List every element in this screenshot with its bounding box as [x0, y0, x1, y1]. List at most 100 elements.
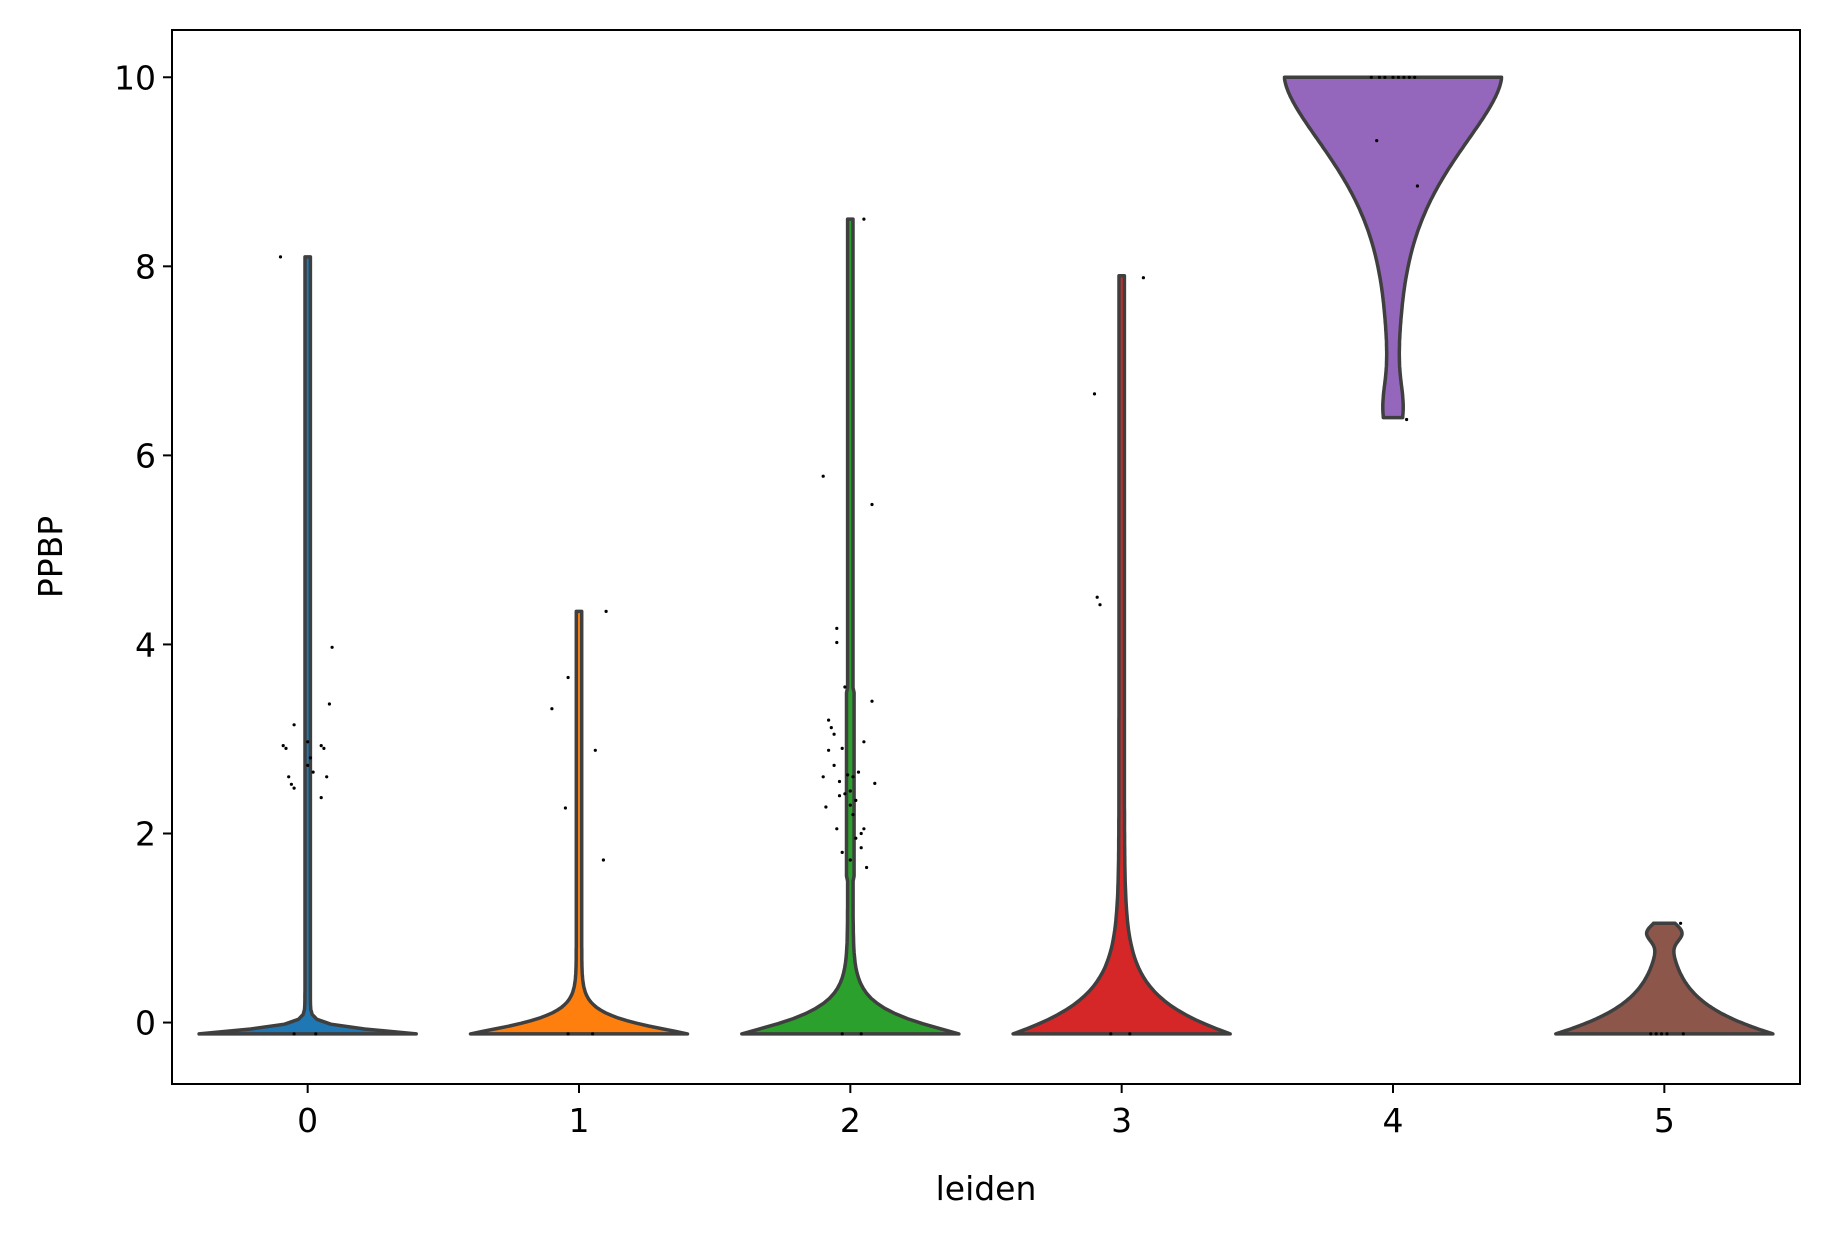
point-2-30 — [865, 865, 869, 870]
point-2-6 — [832, 763, 836, 768]
violin-2 — [740, 217, 961, 1036]
point-0-6 — [292, 723, 296, 727]
point-2-19 — [848, 858, 852, 862]
point-0-9 — [308, 756, 312, 760]
y-axis: 0 2 4 6 8 10 — [114, 58, 172, 1043]
point-2-22 — [851, 775, 855, 779]
point-2-18 — [848, 803, 852, 807]
y-tick-label-8: 8 — [135, 247, 156, 286]
point-0-10 — [311, 770, 315, 774]
point-4-3 — [1391, 75, 1395, 79]
point-1-1 — [563, 806, 568, 810]
x-axis: 0 1 2 3 4 5 — [297, 1084, 1675, 1140]
point-2-14 — [840, 746, 844, 751]
point-2-21 — [851, 813, 855, 817]
point-2-8 — [835, 640, 839, 645]
violin-5 — [1554, 921, 1775, 1036]
point-3-1 — [1095, 595, 1099, 599]
point-5-0 — [1649, 1032, 1653, 1036]
point-2-10 — [835, 827, 839, 831]
point-3-2 — [1098, 603, 1102, 607]
point-2-36 — [859, 1032, 863, 1036]
point-1-6 — [566, 1032, 570, 1036]
point-2-25 — [856, 770, 861, 774]
x-tick-label-3: 3 — [1111, 1101, 1132, 1140]
point-2-11 — [837, 779, 842, 784]
point-0-14 — [325, 775, 329, 779]
violin-0 — [197, 255, 418, 1036]
point-5-3 — [1665, 1032, 1669, 1036]
point-4-0 — [1369, 75, 1373, 79]
point-2-31 — [870, 699, 874, 703]
point-0-7 — [306, 740, 310, 744]
point-4-8 — [1375, 139, 1379, 143]
point-2-23 — [854, 836, 858, 840]
point-1-4 — [601, 858, 606, 862]
point-1-2 — [566, 675, 570, 680]
point-2-32 — [870, 502, 874, 507]
point-0-1 — [281, 744, 285, 748]
point-5-2 — [1660, 1032, 1664, 1036]
point-0-15 — [327, 702, 331, 706]
point-2-24 — [854, 798, 858, 803]
x-tick-label-1: 1 — [569, 1101, 590, 1140]
point-2-28 — [862, 827, 866, 831]
point-1-3 — [593, 748, 597, 752]
x-tick-label-4: 4 — [1383, 1101, 1404, 1140]
point-5-1 — [1654, 1032, 1658, 1036]
point-0-16 — [330, 645, 334, 649]
point-3-3 — [1141, 276, 1145, 280]
y-tick-label-6: 6 — [135, 436, 156, 475]
point-2-7 — [832, 732, 836, 736]
point-3-4 — [1109, 1032, 1113, 1036]
point-2-3 — [827, 748, 831, 752]
point-2-15 — [843, 685, 847, 689]
point-0-4 — [289, 782, 293, 786]
y-tick-label-10: 10 — [114, 58, 156, 97]
point-0-17 — [292, 1032, 296, 1036]
point-3-5 — [1128, 1032, 1132, 1036]
points-layer — [278, 75, 1685, 1036]
point-1-0 — [550, 707, 554, 711]
point-0-2 — [284, 746, 288, 751]
point-2-4 — [827, 718, 831, 722]
violin-3 — [1011, 274, 1232, 1036]
violin-4 — [1282, 75, 1504, 420]
point-4-5 — [1402, 75, 1406, 79]
point-0-8 — [306, 763, 310, 768]
point-1-7 — [591, 1032, 595, 1036]
point-5-4 — [1681, 1032, 1685, 1036]
point-2-26 — [859, 831, 863, 836]
violins-layer — [197, 75, 1775, 1036]
point-3-0 — [1092, 392, 1097, 396]
point-4-4 — [1396, 75, 1400, 79]
point-2-2 — [824, 805, 828, 809]
point-2-17 — [846, 773, 850, 777]
y-axis-label: PPBP — [31, 516, 70, 598]
point-2-5 — [829, 726, 833, 730]
point-4-7 — [1413, 75, 1417, 79]
point-2-12 — [837, 794, 842, 798]
x-tick-label-2: 2 — [840, 1101, 861, 1140]
point-4-6 — [1407, 75, 1411, 79]
point-0-0 — [278, 255, 283, 259]
point-2-34 — [862, 217, 866, 221]
violin-1 — [468, 609, 690, 1036]
point-0-5 — [292, 786, 296, 790]
x-tick-label-0: 0 — [297, 1101, 318, 1140]
x-axis-label: leiden — [936, 1169, 1037, 1208]
point-4-9 — [1415, 184, 1419, 188]
point-0-11 — [319, 796, 323, 800]
point-4-1 — [1377, 75, 1381, 79]
point-4-2 — [1383, 75, 1387, 79]
point-0-12 — [319, 744, 323, 748]
point-2-0 — [821, 474, 825, 478]
point-0-18 — [314, 1032, 318, 1036]
y-tick-label-2: 2 — [135, 814, 156, 853]
point-2-27 — [859, 846, 863, 850]
point-2-20 — [848, 789, 852, 793]
plot-frame — [171, 29, 1801, 1085]
point-2-1 — [821, 775, 825, 779]
point-1-5 — [604, 609, 608, 614]
